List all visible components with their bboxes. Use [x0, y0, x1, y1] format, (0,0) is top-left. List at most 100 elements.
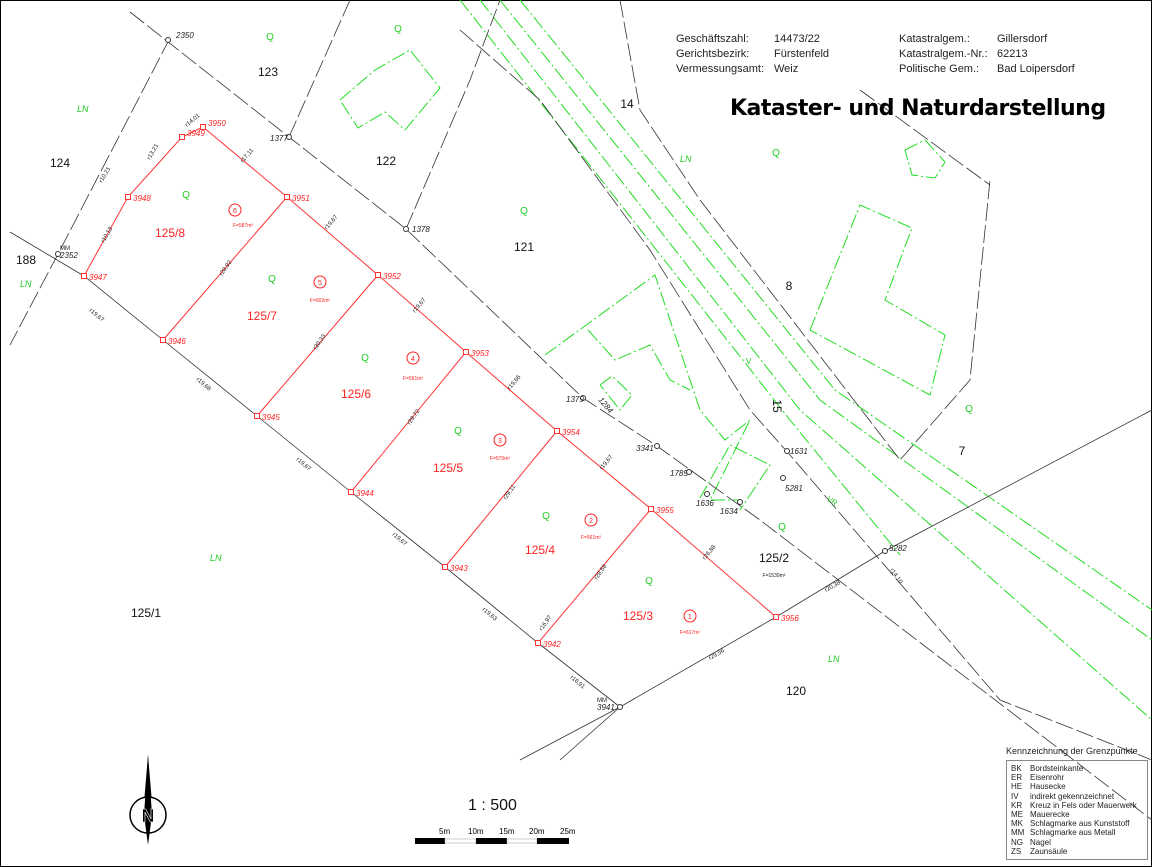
- new-boundary-line: [162, 196, 288, 341]
- landuse-label: Q: [645, 576, 653, 587]
- point-number: 1284: [596, 396, 615, 416]
- dimension-label: r19,67: [295, 457, 312, 473]
- parcel-index: 6: [233, 208, 237, 215]
- boundary-point-marker: [442, 564, 448, 570]
- existing-point-marker: [165, 37, 171, 43]
- point-number: 3953: [471, 349, 489, 358]
- parcel-number: 125/1: [131, 606, 161, 620]
- landuse-label: Q: [520, 206, 528, 217]
- legend-text: Bordsteinkante: [1030, 764, 1084, 773]
- legend-item: ME Mauerecke: [1011, 810, 1143, 819]
- parcel-number: 122: [376, 154, 396, 168]
- parcel-index: 2: [589, 518, 593, 525]
- point-number: 1379: [566, 395, 584, 404]
- existing-point-marker: [704, 491, 710, 497]
- parcel-number: 7: [959, 444, 966, 458]
- parcel-area: F=570m²: [490, 456, 510, 462]
- dimension-label: r19,68: [195, 377, 212, 393]
- nature-line: [587, 329, 691, 391]
- point-number: 3942: [543, 640, 561, 649]
- nature-line: [339, 49, 441, 131]
- legend-item: BK Bordsteinkante: [1011, 764, 1143, 773]
- new-boundaries: [83, 126, 777, 644]
- boundary-point-marker: [179, 134, 185, 140]
- legend-item: IV indirekt gekennzeichnet: [1011, 792, 1143, 801]
- existing-point-marker: [654, 443, 660, 449]
- legend-text: Nagel: [1030, 837, 1051, 847]
- field-label: Geschäftszahl:: [676, 33, 749, 45]
- point-number: 1636: [696, 499, 714, 508]
- point-number: 3941: [597, 703, 615, 712]
- boundary-point-marker: [284, 194, 290, 200]
- dimension-label: r20,38: [824, 580, 842, 594]
- point-number: 3948: [133, 194, 151, 203]
- parcel-index-circle: [228, 203, 242, 217]
- boundary-point-marker: [200, 124, 206, 130]
- parcel-area: F=1539m²: [763, 573, 786, 579]
- point-number: 1634: [720, 507, 738, 516]
- dimension-label: r10,13: [101, 226, 115, 244]
- dimension-label: r29,11: [503, 484, 518, 502]
- field-value: Fürstenfeld: [774, 48, 830, 60]
- landuse-label: LN: [20, 279, 32, 289]
- existing-point-marker: [780, 475, 786, 481]
- parcel-index-circle: [683, 609, 697, 623]
- landuse-label: Q: [965, 404, 973, 415]
- nature-line: [479, 0, 1152, 721]
- legend-text: Zaunsäule: [1030, 846, 1068, 856]
- parcel-number: 125/6: [341, 387, 371, 401]
- legend-code: KR: [1011, 800, 1023, 810]
- legend-text: Schlagmarke aus Metall: [1030, 828, 1116, 838]
- parcel-index: 1: [688, 614, 692, 621]
- dimension-label: r14,01: [184, 113, 201, 129]
- point-mark: MM: [597, 698, 607, 704]
- boundary-line: [9, 231, 621, 708]
- legend-text: Hausecke: [1030, 782, 1066, 792]
- legend-code: BK: [1011, 764, 1022, 773]
- existing-point-marker: [737, 499, 743, 505]
- legend-code: ZS: [1011, 846, 1022, 856]
- new-boundary-line: [350, 351, 467, 493]
- dimension-label: r19,67: [324, 214, 340, 231]
- point-number: 3943: [450, 564, 468, 573]
- dimension-label: r16,91: [569, 675, 586, 691]
- nature-line: [519, 0, 1152, 611]
- boundary-point-marker: [463, 349, 469, 355]
- point-number: 3951: [292, 194, 310, 203]
- field-value: Gillersdorf: [997, 33, 1048, 45]
- landuse-label: Q: [394, 24, 402, 35]
- parcel-index-circle: [584, 513, 598, 527]
- nature-line: [809, 204, 946, 396]
- landuse-label: Q: [454, 426, 462, 437]
- nature-line: [599, 375, 633, 411]
- parcel-number: 125/4: [525, 543, 555, 557]
- parcel-number: 8: [786, 279, 793, 293]
- point-number: 3952: [383, 272, 401, 281]
- legend-code: ME: [1011, 810, 1023, 820]
- landuse-label: LN: [210, 553, 222, 563]
- nature-layer: [339, 0, 1152, 721]
- scale-tick: 25m: [560, 827, 576, 836]
- landuse-label: Q: [778, 522, 786, 533]
- parcel-area: F=561m²: [581, 535, 601, 541]
- point-number: 2350: [175, 31, 194, 40]
- parcel-area: F=602m²: [310, 298, 330, 304]
- parcel-index-circle: [313, 275, 327, 289]
- field-value: 62213: [997, 48, 1028, 60]
- boundary-line: [459, 29, 1152, 761]
- point-number: 3341: [636, 444, 654, 453]
- dimension-label: r30,33: [313, 333, 328, 351]
- existing-point-marker: [882, 548, 888, 554]
- point-number: 3950: [208, 119, 226, 128]
- parcel-area: F=591m²: [403, 376, 423, 382]
- legend-item: NG Nagel: [1011, 838, 1143, 847]
- boundary-line: [619, 0, 991, 461]
- boundary-line: [559, 706, 621, 761]
- existing-point-marker: [55, 251, 61, 257]
- parcel-number: 15: [770, 399, 784, 413]
- point-number: 1378: [412, 225, 430, 234]
- existing-point-marker: [580, 395, 586, 401]
- landuse-label: V: [746, 357, 752, 366]
- legend-text: Kreuz in Fels oder Mauerwerk: [1030, 800, 1137, 810]
- existing-boundaries: [9, 0, 1152, 821]
